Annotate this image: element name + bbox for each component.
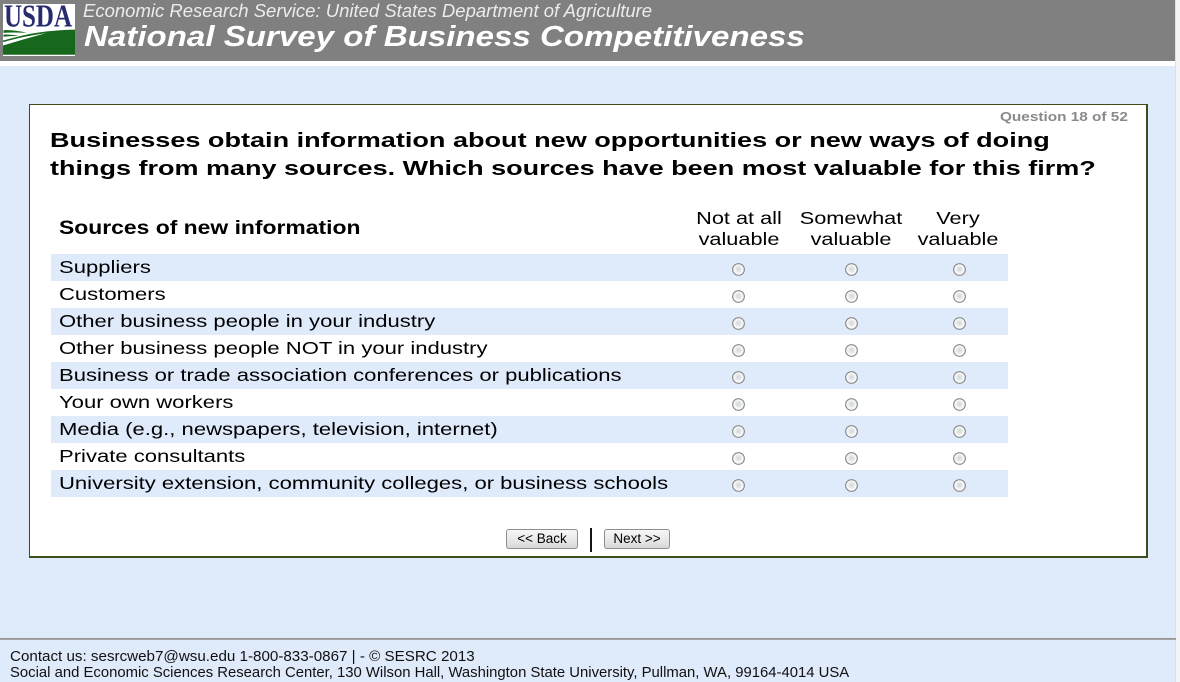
svg-text:USDA: USDA (4, 4, 72, 34)
